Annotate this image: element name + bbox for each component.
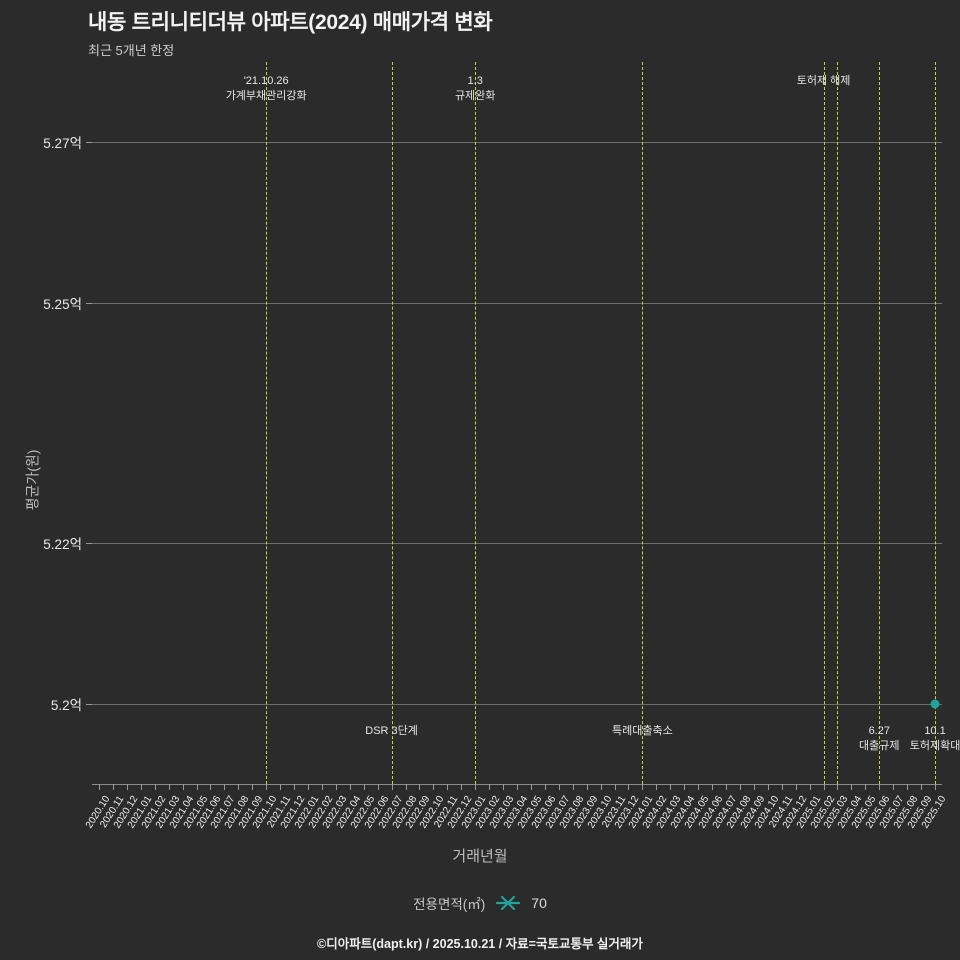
data-point[interactable] xyxy=(930,699,940,709)
x-tick-mark xyxy=(823,784,825,790)
x-tick-mark xyxy=(530,784,532,790)
y-tick-label: 5.27억 xyxy=(43,136,82,152)
asterisk-marker-icon xyxy=(495,895,521,911)
x-tick-mark xyxy=(98,784,100,790)
x-tick-mark xyxy=(377,784,379,790)
x-tick-mark xyxy=(684,784,686,790)
event-line xyxy=(879,62,881,784)
y-gridline xyxy=(92,142,942,144)
y-tick-mark xyxy=(86,543,92,545)
chart-title: 내동 트리니티더뷰 아파트(2024) 매매가격 변화 xyxy=(88,11,493,34)
x-tick-mark xyxy=(126,784,128,790)
x-tick-mark xyxy=(266,784,268,790)
x-tick-mark xyxy=(879,784,881,790)
x-tick-mark xyxy=(753,784,755,790)
y-gridline xyxy=(92,703,942,705)
x-tick-mark xyxy=(600,784,602,790)
x-tick-mark xyxy=(349,784,351,790)
x-tick-mark xyxy=(112,784,114,790)
x-tick-mark xyxy=(154,784,156,790)
y-tick-label: 5.25억 xyxy=(43,296,82,312)
event-line xyxy=(642,62,644,784)
x-tick-mark xyxy=(405,784,407,790)
x-tick-mark xyxy=(767,784,769,790)
x-tick-mark xyxy=(712,784,714,790)
x-tick-mark xyxy=(140,784,142,790)
x-tick-mark xyxy=(321,784,323,790)
y-gridline xyxy=(92,302,942,304)
event-line xyxy=(266,62,268,784)
y-tick-mark xyxy=(86,703,92,705)
y-tick-label: 5.2억 xyxy=(50,697,82,713)
x-tick-mark xyxy=(210,784,212,790)
event-annotation: 10.1 토허제확대 xyxy=(855,724,960,754)
x-tick-mark xyxy=(851,784,853,790)
x-tick-mark xyxy=(252,784,254,790)
x-tick-mark xyxy=(739,784,741,790)
x-tick-mark xyxy=(517,784,518,790)
x-tick-mark xyxy=(294,784,296,790)
x-axis-title: 거래년월 xyxy=(452,848,508,865)
x-tick-mark xyxy=(809,784,811,790)
x-tick-mark xyxy=(935,784,937,790)
x-tick-mark xyxy=(614,784,616,790)
event-line xyxy=(475,62,477,784)
x-tick-mark xyxy=(238,784,240,790)
x-tick-mark xyxy=(670,784,672,790)
x-tick-mark xyxy=(642,784,644,790)
x-tick-mark xyxy=(865,784,867,790)
x-tick-mark xyxy=(558,784,560,790)
legend-title: 전용면적(㎡) xyxy=(413,897,486,912)
event-line xyxy=(391,62,393,784)
y-tick-label: 5.22억 xyxy=(43,537,82,553)
x-tick-mark xyxy=(921,784,923,790)
x-tick-mark xyxy=(893,784,895,790)
x-tick-mark xyxy=(656,784,658,790)
x-tick-mark xyxy=(307,784,309,790)
y-tick-mark xyxy=(86,142,92,144)
x-tick-mark xyxy=(503,784,505,790)
y-axis-title: 평균가(원) xyxy=(24,449,41,511)
x-tick-mark xyxy=(447,784,449,790)
y-gridline xyxy=(92,543,942,545)
x-tick-mark xyxy=(196,784,198,790)
x-tick-mark xyxy=(698,784,700,790)
legend: 전용면적(㎡) 70 xyxy=(0,893,960,913)
x-tick-mark xyxy=(391,784,393,790)
x-tick-mark xyxy=(224,784,226,790)
x-tick-mark xyxy=(363,784,365,790)
x-tick-mark xyxy=(182,784,184,790)
legend-entry-label: 70 xyxy=(531,895,547,911)
x-tick-mark xyxy=(168,784,170,790)
event-label-date: 10.1 xyxy=(924,725,946,737)
chart-subtitle: 최근 5개년 한정 xyxy=(88,43,175,58)
event-label-text: 토허제확대 xyxy=(909,740,960,752)
x-tick-mark xyxy=(489,784,491,790)
x-tick-mark xyxy=(837,784,839,790)
event-line xyxy=(837,62,839,784)
x-tick-mark xyxy=(628,784,630,790)
x-tick-mark xyxy=(907,784,909,790)
x-tick-mark xyxy=(280,784,282,790)
x-tick-mark xyxy=(572,784,574,790)
plot-area: 5.27억 5.25억 5.22억 5.2억 2020.10 2020.11 2020.12… xyxy=(43,62,960,830)
x-tick-mark xyxy=(726,784,728,790)
event-line xyxy=(823,62,825,784)
x-tick-mark xyxy=(795,784,797,790)
x-tick-mark xyxy=(433,784,435,790)
x-tick-mark xyxy=(781,784,783,790)
event-line xyxy=(935,62,937,784)
x-tick-mark xyxy=(586,784,588,790)
x-tick-mark xyxy=(544,784,546,790)
footer-credit: ©디아파트(dapt.kr) / 2025.10.21 / 자료=국토교통부 실… xyxy=(317,937,643,951)
x-tick-mark xyxy=(475,784,477,790)
y-tick-mark xyxy=(86,302,92,304)
x-tick-mark xyxy=(335,784,337,790)
x-tick-mark xyxy=(419,784,421,790)
x-tick-mark xyxy=(461,784,463,790)
